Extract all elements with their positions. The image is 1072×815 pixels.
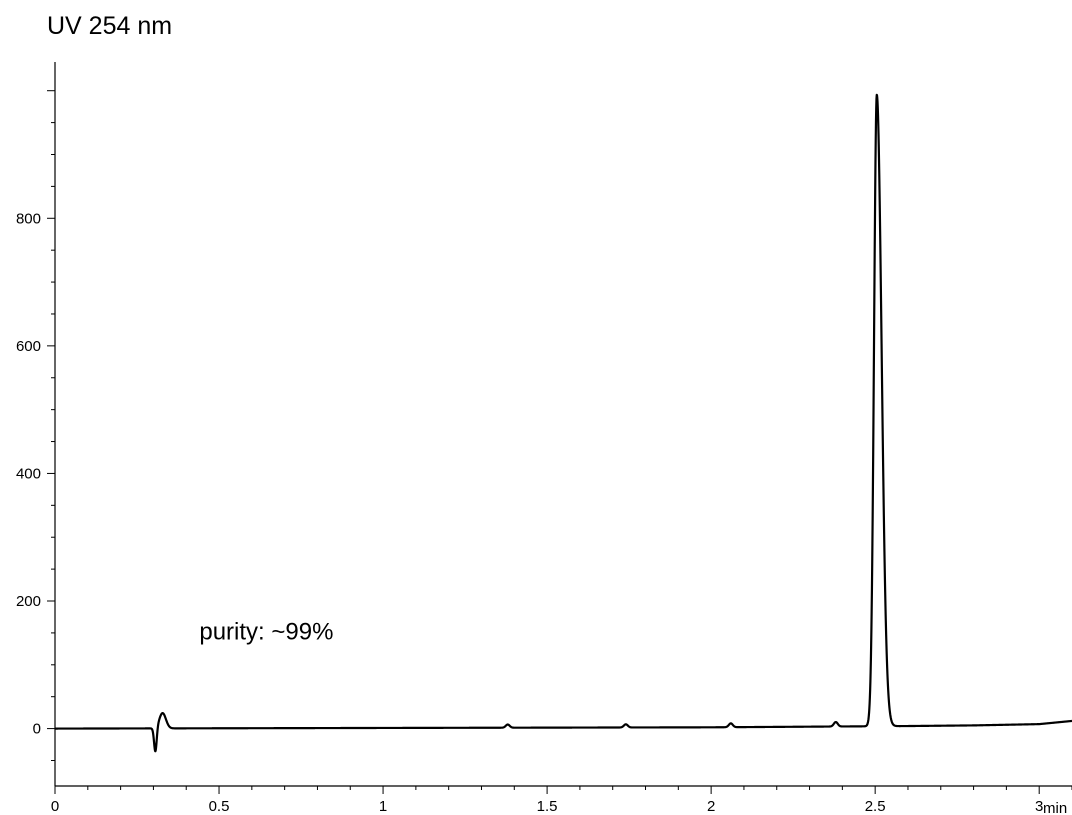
x-tick-label: 2.5 — [865, 798, 886, 815]
x-tick-label: 0 — [51, 798, 59, 815]
x-tick-label: 1 — [379, 798, 387, 815]
x-tick-label: 1.5 — [537, 798, 558, 815]
chromatogram-trace — [54, 93, 1072, 753]
y-tick-label: 200 — [16, 593, 41, 610]
x-axis-unit-label: min — [1043, 800, 1067, 815]
x-tick-label: 0.5 — [209, 798, 230, 815]
x-tick-label: 3 — [1035, 798, 1043, 815]
tick-layer: 0 0.5 1 1.5 2 2.5 3 0 200 400 600 800 — [16, 90, 1072, 815]
y-tick-label: 0 — [33, 721, 41, 738]
chart-title: UV 254 nm — [47, 12, 172, 40]
purity-annotation: purity: ~99% — [199, 618, 333, 645]
y-tick-label: 400 — [16, 465, 41, 482]
x-tick-label: 2 — [707, 798, 715, 815]
y-tick-label: 800 — [16, 210, 41, 227]
y-tick-label: 600 — [16, 338, 41, 355]
